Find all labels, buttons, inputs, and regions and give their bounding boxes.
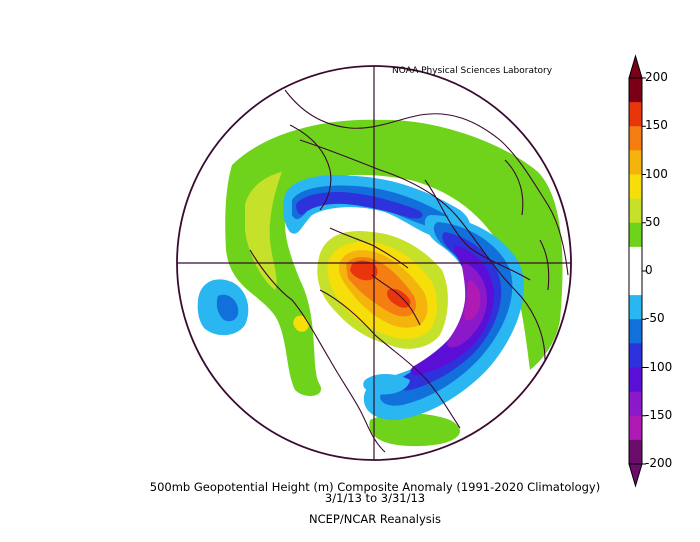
colorbar-swatch <box>629 415 642 441</box>
positive-anomaly-band-south <box>369 413 460 447</box>
colorbar-tick-label: -150 <box>645 407 673 422</box>
small-positive-patch <box>293 315 309 332</box>
colorbar-swatch <box>629 150 642 175</box>
colorbar-min-arrow <box>628 463 643 488</box>
credit-text: NOAA Physical Sciences Laboratory <box>392 66 553 76</box>
colorbar-swatch <box>629 102 642 127</box>
colorbar-tick-label: 200 <box>645 70 668 84</box>
colorbar-tick-label: 50 <box>645 214 661 229</box>
map-boundary <box>176 65 572 461</box>
colorbar-swatch <box>629 198 642 224</box>
date-range: 3/1/13 to 3/31/13 <box>324 491 426 505</box>
colorbar-tick-label: 0 <box>645 263 653 277</box>
eastern-trough-magenta <box>464 280 481 321</box>
colorbar-swatch <box>629 78 642 103</box>
eurasian-trough-blue <box>296 192 423 219</box>
colorbar-swatch <box>629 391 642 417</box>
data-source: NCEP/NCAR Reanalysis <box>309 512 441 526</box>
pacific-trough-blue <box>216 294 239 322</box>
colorbar-tick-label: -100 <box>645 359 673 374</box>
colorbar-swatch <box>629 319 642 344</box>
colorbar-swatch <box>629 174 642 200</box>
anomaly-field <box>197 119 563 447</box>
arctic-ridge-red <box>350 260 378 281</box>
colorbar-tick-label: 150 <box>645 118 668 133</box>
colorbar-swatch <box>629 222 642 248</box>
positive-anomaly-band <box>225 119 563 397</box>
colorbar-tick-label: -50 <box>645 311 665 326</box>
coastlines <box>249 89 569 453</box>
arctic-ridge-red-2 <box>387 288 411 308</box>
colorbar <box>628 54 646 488</box>
plot-title: 500mb Geopotential Height (m) Composite … <box>149 480 601 494</box>
colorbar-swatch <box>629 295 642 320</box>
colorbar-swatch <box>629 367 642 393</box>
colorbar-tick-label: 100 <box>645 166 668 181</box>
colorbar-swatch <box>629 343 642 368</box>
colorbar-max-arrow <box>628 54 643 79</box>
small-negative-patch <box>363 374 410 395</box>
positive-anomaly-band-yellow <box>245 172 282 290</box>
colorbar-swatch <box>629 439 642 465</box>
colorbar-swatch <box>629 271 642 296</box>
colorbar-swatch <box>629 126 642 151</box>
colorbar-swatch <box>629 246 642 272</box>
colorbar-tick-label: -200 <box>645 456 673 470</box>
